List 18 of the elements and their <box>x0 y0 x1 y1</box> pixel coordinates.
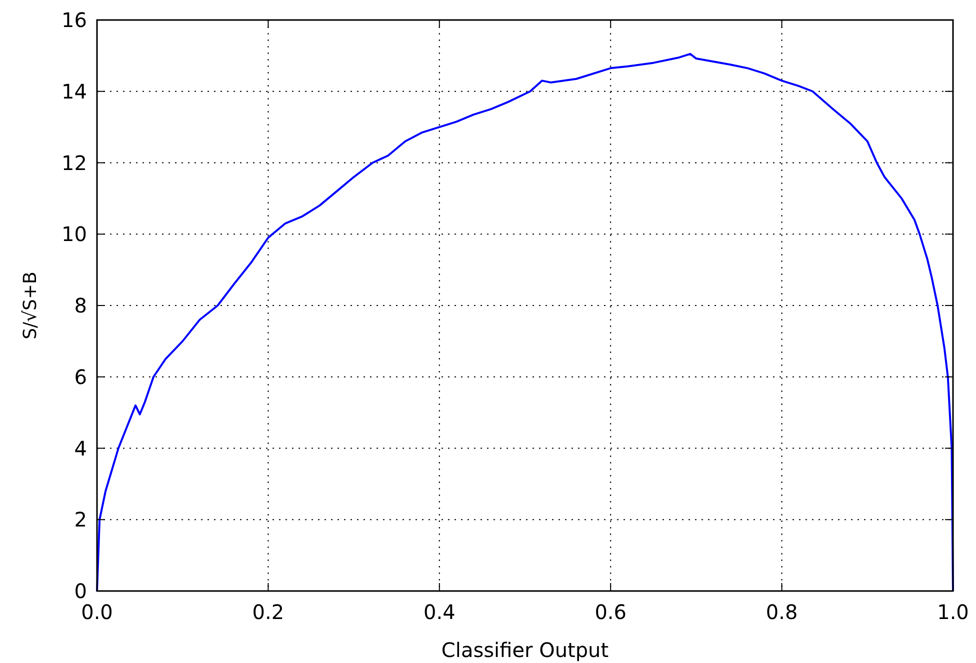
x-tick-label: 0.0 <box>81 600 113 624</box>
y-tick-label: 0 <box>74 579 87 603</box>
y-tick-label: 10 <box>62 222 87 246</box>
y-tick-label: 12 <box>62 150 87 175</box>
x-tick-label: 0.8 <box>766 600 798 624</box>
x-axis-title: Classifier Output <box>441 638 609 662</box>
y-tick-label: 2 <box>74 508 87 532</box>
x-tick-label: 0.2 <box>252 600 284 624</box>
y-tick-label: 14 <box>62 79 87 104</box>
line-series <box>96 52 954 592</box>
y-tick-label: 4 <box>74 436 87 460</box>
y-axis-title: S/√S+B <box>20 272 41 340</box>
x-tick-label: 0.4 <box>423 600 456 624</box>
x-tick-label: 0.6 <box>594 600 627 624</box>
y-tick-label: 16 <box>62 8 87 32</box>
y-tick-label: 6 <box>74 364 87 389</box>
x-tick-label: 1.0 <box>937 600 969 624</box>
y-tick-label: 8 <box>74 294 87 318</box>
